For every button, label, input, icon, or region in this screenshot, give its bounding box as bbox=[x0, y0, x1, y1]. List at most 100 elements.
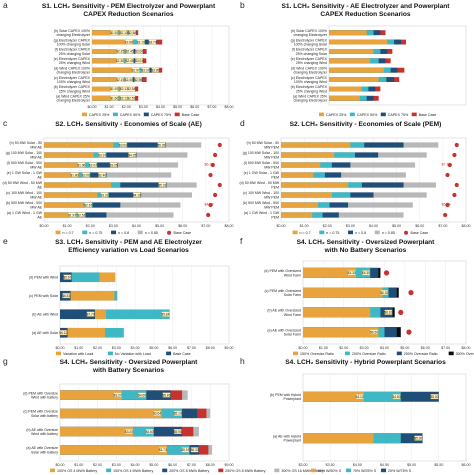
data-label-box bbox=[362, 270, 370, 276]
y-category-label: (c) Electrolyzer CAPEX bbox=[291, 76, 328, 80]
legend-swatch bbox=[274, 468, 280, 473]
data-label: $2.89 bbox=[125, 40, 133, 44]
x-tick-label: $7.00 bbox=[201, 224, 210, 228]
y-category-label: (h) 50 MW Solar - 50 bbox=[247, 141, 280, 145]
y-category-label: (d) PEM with Oversize bbox=[23, 391, 58, 395]
bar-segment bbox=[44, 172, 79, 178]
y-category-label: (b) Electrolyzer CAPEX bbox=[291, 85, 328, 89]
data-label-box bbox=[135, 58, 143, 64]
legend-swatch bbox=[106, 468, 112, 473]
data-label-box bbox=[59, 330, 68, 336]
y-category-label: (h) Solar CAPEX 100% bbox=[54, 29, 90, 33]
base-case-marker bbox=[443, 212, 448, 218]
data-label-box bbox=[113, 392, 122, 398]
legend-swatch bbox=[107, 351, 113, 356]
y-category-label: (b) AE with Wind bbox=[32, 313, 58, 317]
bar-segment bbox=[60, 390, 122, 400]
legend-swatch bbox=[137, 230, 143, 235]
bar-segment bbox=[44, 142, 114, 148]
chart-panel-g: g S4. LCH₂ Sensitivity - Oversized Powerp… bbox=[3, 356, 324, 473]
y-category-label: (a) 1 GW Wind - 1 GW bbox=[244, 211, 280, 215]
data-label: $2.13 bbox=[120, 87, 128, 91]
bar-segment bbox=[329, 49, 374, 54]
data-label-box bbox=[138, 392, 146, 398]
data-label-box bbox=[370, 329, 378, 335]
data-label: $2.45 bbox=[126, 59, 134, 63]
data-label-box bbox=[116, 77, 125, 82]
base-case-marker bbox=[452, 192, 457, 198]
y-category-label: (g) Electrolyzer CAPEX bbox=[291, 38, 328, 42]
legend-label: 50% W/50% S bbox=[318, 469, 342, 473]
y-category-label: (b) AE with Oversize bbox=[26, 428, 58, 432]
bar-segment bbox=[329, 86, 362, 92]
data-label: $2.19 bbox=[116, 78, 124, 82]
legend-label: 300% OS 16 MWh Battery bbox=[281, 469, 323, 473]
chart-title: S2. LCH₂ Sensitivity - Economies of Scal… bbox=[290, 121, 442, 128]
data-label: $3.37 bbox=[98, 153, 106, 157]
y-category-label: MW AE bbox=[30, 165, 42, 169]
data-label-box bbox=[414, 435, 423, 441]
x-tick-label: $9.00 bbox=[225, 463, 234, 467]
data-label: $2.40 bbox=[98, 173, 106, 177]
y-category-label: 25% changing Wind bbox=[59, 89, 90, 93]
data-label: $4.10 bbox=[133, 193, 141, 197]
data-label: $3.30 bbox=[348, 271, 356, 275]
legend-label: 250% OS 8 MWh Battery bbox=[225, 469, 265, 473]
x-tick-label: $3.00 bbox=[112, 346, 121, 350]
x-tick-label: $5.50 bbox=[434, 463, 443, 467]
data-label: $2.07 bbox=[89, 163, 97, 167]
x-tick-label: $7.00 bbox=[441, 346, 450, 350]
base-case-marker bbox=[454, 182, 459, 188]
panel-letter: d bbox=[240, 118, 245, 128]
chart-panel-e: e S3. LCH₂ Sensitivity - PEM and AE Elect… bbox=[3, 236, 234, 356]
legend-label: 150% OS 4 MWh Battery bbox=[113, 469, 153, 473]
base-case-marker bbox=[408, 290, 414, 296]
x-tick-label: $6.00 bbox=[421, 346, 430, 350]
y-category-label: (c) PEM with Solar bbox=[29, 294, 59, 298]
data-label: $5.86 bbox=[162, 393, 170, 397]
data-label: $3.01 bbox=[135, 59, 143, 63]
data-label-box bbox=[148, 39, 157, 45]
data-label: $3.95 bbox=[151, 68, 159, 72]
legend-label: CAPEX 25% bbox=[326, 113, 347, 117]
chart-panel-c: c S2. LCH₂ Sensitivity - Economies of Sca… bbox=[3, 118, 234, 235]
legend-swatch bbox=[82, 112, 87, 117]
y-category-label: 100% changing Wind bbox=[294, 80, 327, 84]
chart-panel-d: d S2. LCH₂ Sensitivity - Economies of Sca… bbox=[240, 118, 471, 235]
y-category-label: (b) PEM with Hybrid bbox=[270, 393, 301, 397]
bar-segment bbox=[303, 287, 383, 298]
y-category-label: (d) 50 MW Wind - 50 MW bbox=[3, 181, 43, 185]
legend-label: 150% Oversize Ratio bbox=[300, 352, 334, 356]
data-label-box bbox=[128, 152, 137, 158]
legend-swatch bbox=[345, 468, 351, 473]
base-case-marker bbox=[210, 162, 215, 168]
bar-segment bbox=[92, 77, 125, 82]
y-category-label: Wind with battery bbox=[31, 396, 58, 400]
data-label-box bbox=[89, 162, 97, 168]
chart-title: with Battery Scenarios bbox=[92, 367, 164, 374]
chart-panel-h: h S4. LCH₂ Sensitivity - Hybrid Powerplan… bbox=[240, 356, 471, 473]
legend-label: 300% Oversize Ratio bbox=[456, 352, 474, 356]
y-category-label: (f) 500 MW Solar - 500 bbox=[244, 161, 279, 165]
legend-swatch bbox=[111, 230, 117, 235]
bar-segment bbox=[60, 426, 134, 437]
chart-title: S1. LCH₂ Sensitivity - PEM Electrolyzer … bbox=[42, 3, 216, 10]
bar-segment bbox=[329, 67, 384, 73]
annotation-label: $6.14 bbox=[205, 163, 214, 167]
legend-label: Base Case bbox=[173, 352, 191, 356]
legend-label: n = 0.7 bbox=[300, 231, 311, 235]
data-label-box bbox=[134, 77, 143, 82]
x-tick-label: $5.00 bbox=[400, 346, 409, 350]
data-label: $2.25 bbox=[116, 50, 124, 54]
y-category-label: (b) 500 MW Wind - 500 bbox=[6, 201, 42, 205]
y-category-label: 25% changing Solar bbox=[296, 52, 328, 56]
x-tick-label: $5.00 bbox=[155, 224, 164, 228]
data-label-box bbox=[63, 274, 72, 280]
legend-label: 25% W/75% S bbox=[388, 469, 412, 473]
legend-swatch bbox=[396, 351, 402, 356]
bar-segment bbox=[44, 212, 174, 218]
y-category-label: Wind Farm bbox=[284, 313, 301, 317]
x-tick-label: $3.50 bbox=[326, 463, 335, 467]
data-label: $3.64 bbox=[153, 412, 161, 416]
